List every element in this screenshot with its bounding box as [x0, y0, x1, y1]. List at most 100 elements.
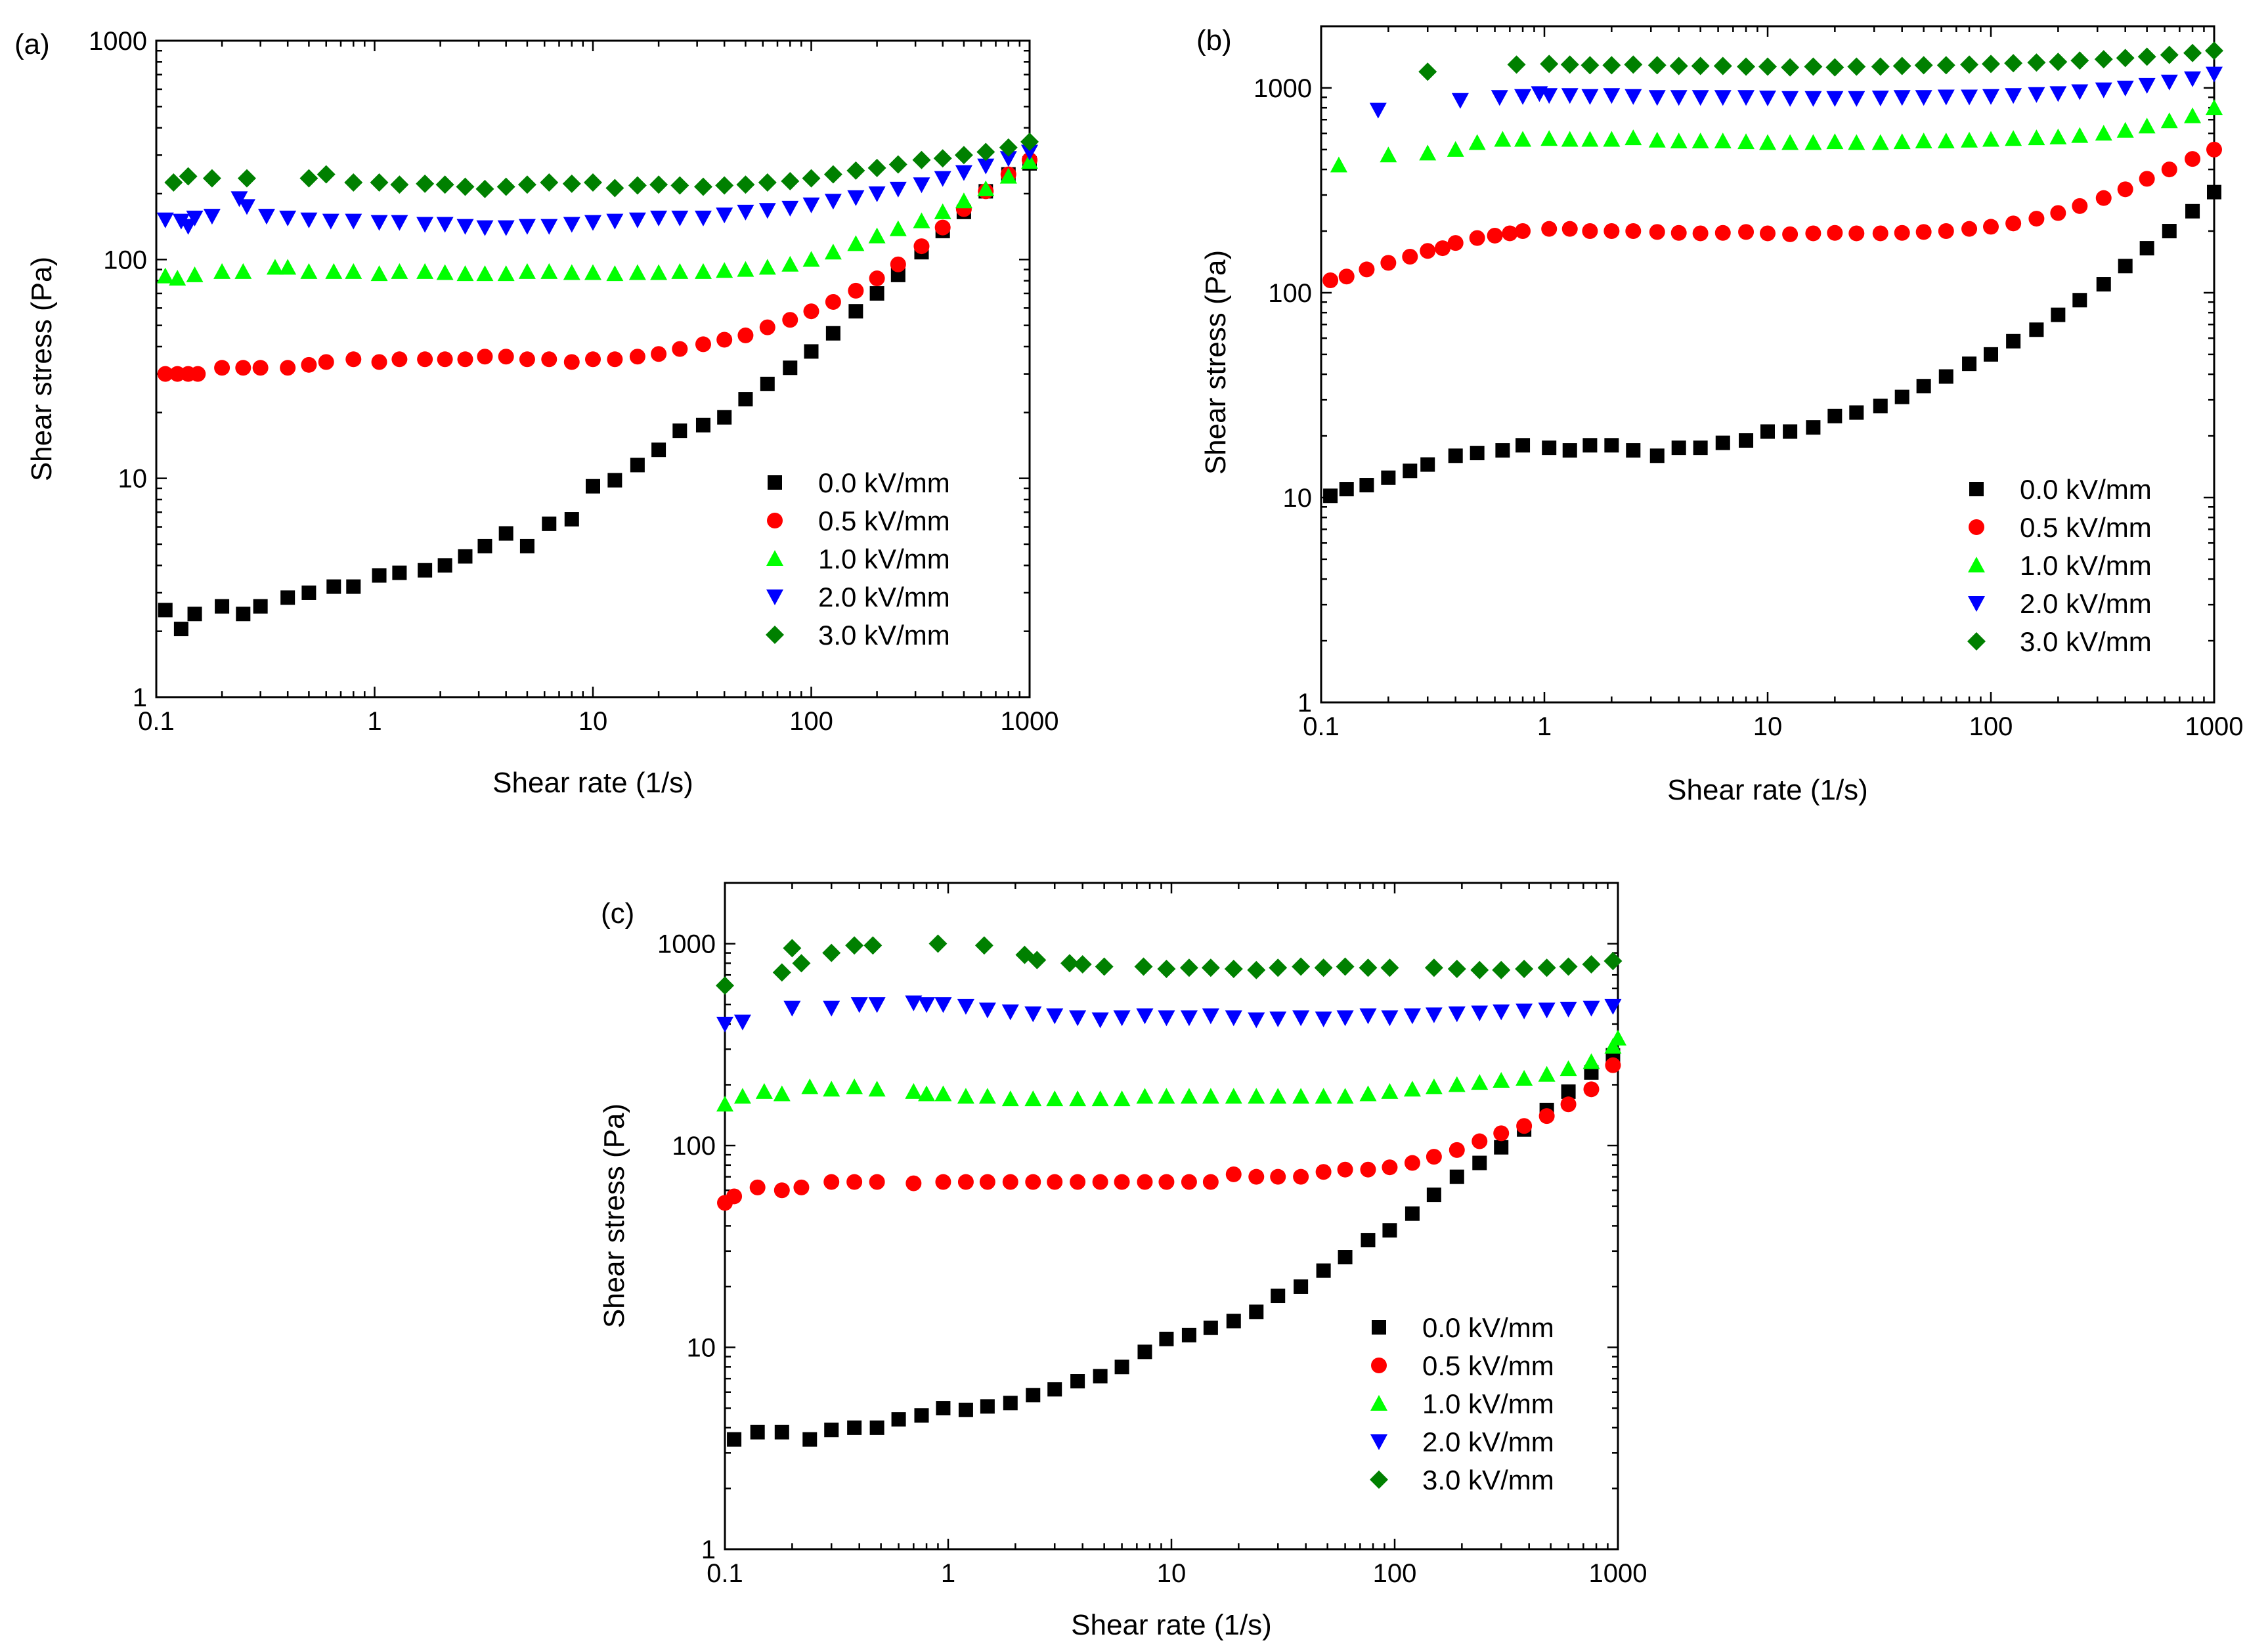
data-point-0-0-kv-mm: [1562, 443, 1577, 458]
data-point-1-0-kv-mm: [2160, 112, 2178, 129]
data-point-2-0-kv-mm: [1451, 93, 1469, 109]
data-point-1-0-kv-mm: [370, 265, 388, 282]
data-point-3-0-kv-mm: [2205, 41, 2223, 60]
legend-label-0-0-kv-mm: 0.0 kV/mm: [818, 467, 950, 498]
x-tick-label: 1: [367, 707, 382, 736]
data-point-2-0-kv-mm: [1604, 998, 1622, 1015]
data-point-1-0-kv-mm: [737, 261, 754, 277]
data-point-2-0-kv-mm: [518, 219, 536, 235]
data-point-3-0-kv-mm: [1314, 958, 1333, 977]
data-point-0-0-kv-mm: [301, 585, 316, 600]
data-point-0-5-kv-mm: [1449, 1142, 1465, 1158]
legend-label-2-0-kv-mm: 2.0 kV/mm: [1422, 1426, 1554, 1457]
data-point-0-0-kv-mm: [802, 1432, 818, 1447]
data-point-2-0-kv-mm: [1493, 1004, 1510, 1021]
legend-label-2-0-kv-mm: 2.0 kV/mm: [2020, 588, 2152, 619]
data-point-1-0-kv-mm: [847, 235, 865, 251]
data-point-3-0-kv-mm: [179, 167, 198, 186]
data-point-0-5-kv-mm: [1894, 225, 1910, 241]
data-point-3-0-kv-mm: [1560, 55, 1579, 74]
data-point-3-0-kv-mm: [344, 173, 363, 192]
data-point-0-5-kv-mm: [1447, 235, 1464, 251]
panel-b-xlabel: Shear rate (1/s): [1667, 774, 1868, 806]
data-point-2-0-kv-mm: [918, 997, 936, 1014]
data-point-0-5-kv-mm: [890, 256, 906, 272]
data-point-3-0-kv-mm: [954, 146, 973, 165]
data-point-1-0-kv-mm: [1603, 131, 1621, 147]
data-point-2-0-kv-mm: [1559, 1001, 1577, 1017]
data-point-2-0-kv-mm: [345, 213, 362, 230]
data-point-0-0-kv-mm: [215, 599, 230, 614]
data-point-0-5-kv-mm: [1402, 249, 1418, 265]
series-0-5-kv-mm: [717, 1057, 1621, 1211]
data-point-0-0-kv-mm: [750, 1424, 765, 1440]
data-point-3-0-kv-mm: [1540, 54, 1559, 74]
data-point-2-0-kv-mm: [650, 210, 668, 226]
data-point-0-0-kv-mm: [651, 442, 666, 458]
data-point-1-0-kv-mm: [955, 192, 972, 209]
data-point-1-0-kv-mm: [1292, 1088, 1310, 1104]
legend-marker-0-0-kv-mm: [1969, 482, 1984, 496]
data-point-2-0-kv-mm: [179, 219, 197, 235]
data-point-0-0-kv-mm: [1420, 457, 1435, 472]
data-point-2-0-kv-mm: [1714, 90, 1732, 106]
data-point-1-0-kv-mm: [563, 264, 580, 280]
data-point-0-5-kv-mm: [1137, 1174, 1153, 1190]
data-point-3-0-kv-mm: [2160, 45, 2179, 64]
legend-label-0-5-kv-mm: 0.5 kV/mm: [2020, 512, 2152, 543]
data-point-0-5-kv-mm: [391, 351, 408, 368]
data-point-3-0-kv-mm: [888, 155, 907, 174]
data-point-0-5-kv-mm: [2161, 161, 2177, 178]
data-point-1-0-kv-mm: [781, 255, 799, 272]
data-point-0-0-kv-mm: [2162, 224, 2177, 239]
data-point-3-0-kv-mm: [1758, 57, 1777, 76]
data-point-0-5-kv-mm: [913, 238, 930, 255]
data-point-0-0-kv-mm: [519, 538, 534, 553]
panel-a-xlabel: Shear rate (1/s): [492, 767, 693, 799]
data-point-1-0-kv-mm: [300, 263, 318, 279]
data-point-0-5-kv-mm: [1420, 243, 1436, 259]
data-point-0-5-kv-mm: [1270, 1168, 1286, 1185]
legend-marker-0-5-kv-mm: [1371, 1358, 1387, 1373]
data-point-0-0-kv-mm: [1783, 424, 1798, 439]
panel-b-legend: 0.0 kV/mm 0.5 kV/mm 1.0 kV/mm 2.0 kV/mm 3.0 …: [1967, 474, 2152, 657]
data-point-0-5-kv-mm: [1493, 1125, 1510, 1142]
data-point-0-5-kv-mm: [651, 346, 667, 362]
data-point-0-0-kv-mm: [1271, 1289, 1286, 1304]
data-point-1-0-kv-mm: [1046, 1090, 1064, 1107]
data-point-1-0-kv-mm: [716, 1096, 733, 1112]
data-point-3-0-kv-mm: [237, 169, 256, 188]
data-point-1-0-kv-mm: [2116, 121, 2134, 138]
data-point-0-5-kv-mm: [2095, 190, 2112, 206]
panel-b: (b) Shear rate (1/s) Shear stress (Pa) 0…: [1196, 24, 2243, 806]
data-point-1-0-kv-mm: [913, 212, 930, 228]
data-point-3-0-kv-mm: [1982, 54, 2000, 74]
data-point-2-0-kv-mm: [1381, 1010, 1399, 1027]
data-point-0-5-kv-mm: [1114, 1174, 1130, 1190]
data-point-0-5-kv-mm: [1502, 225, 1518, 242]
panel-b-marks: [1322, 41, 2223, 503]
x-tick-label: 1000: [2185, 712, 2244, 741]
data-point-1-0-kv-mm: [1893, 133, 1911, 150]
data-point-3-0-kv-mm: [863, 936, 883, 955]
data-point-2-0-kv-mm: [436, 217, 454, 233]
data-point-0-5-kv-mm: [848, 282, 864, 299]
data-point-0-5-kv-mm: [869, 1174, 885, 1190]
data-point-0-0-kv-mm: [346, 579, 361, 594]
data-point-0-0-kv-mm: [1693, 440, 1708, 456]
data-point-2-0-kv-mm: [476, 220, 494, 236]
data-point-2-0-kv-mm: [737, 204, 754, 221]
data-point-1-0-kv-mm: [497, 265, 515, 282]
data-point-0-5-kv-mm: [1583, 1081, 1600, 1098]
data-point-2-0-kv-mm: [300, 212, 318, 228]
data-point-2-0-kv-mm: [370, 215, 388, 231]
data-point-3-0-kv-mm: [976, 142, 995, 161]
data-point-0-0-kv-mm: [1516, 438, 1531, 453]
x-tick-label: 1: [941, 1559, 955, 1588]
legend-label-0-0-kv-mm: 0.0 kV/mm: [1422, 1312, 1554, 1343]
data-point-2-0-kv-mm: [1582, 1000, 1600, 1017]
data-point-0-0-kv-mm: [1494, 1140, 1509, 1155]
